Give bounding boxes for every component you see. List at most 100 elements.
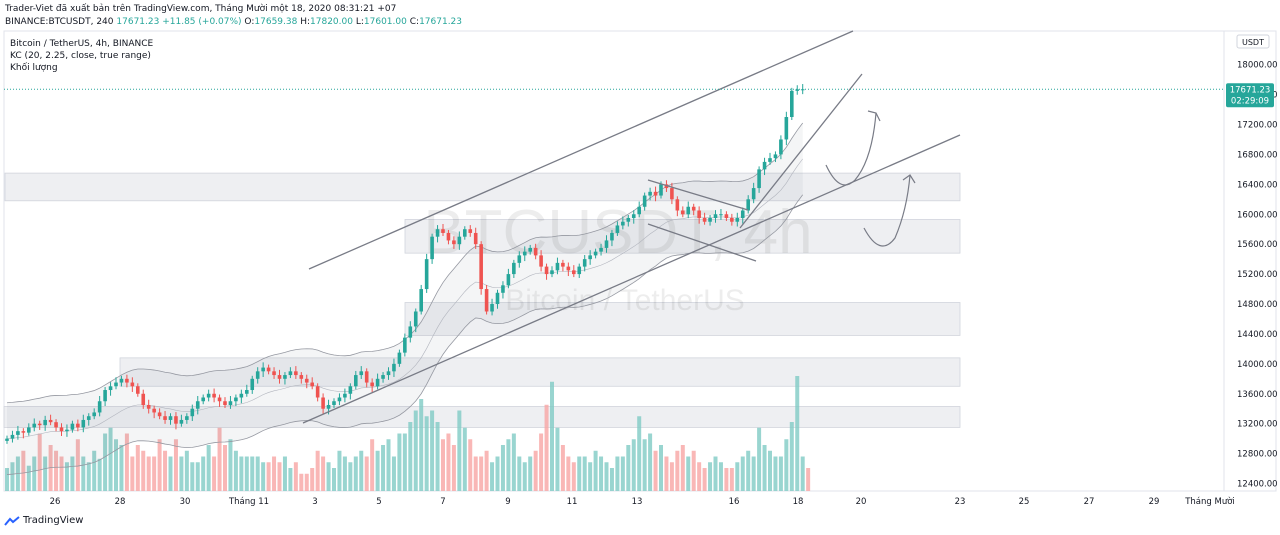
candle-body — [528, 247, 532, 252]
candle-body — [359, 371, 364, 376]
candle-body — [621, 221, 625, 226]
candle-body — [642, 195, 647, 207]
volume-bar — [32, 456, 37, 491]
candle-body — [506, 274, 511, 286]
ohlc-bar: BINANCE:BTCUSDT, 240 17671.23 +11.85 (+0… — [5, 17, 462, 27]
candle-body — [648, 191, 652, 196]
candle-body — [773, 154, 778, 159]
candle-body — [212, 393, 216, 398]
volume-bar — [402, 433, 407, 491]
price-axis: 12400.00 12800.00 13200.00 13600.00 14000.00… — [1237, 61, 1278, 490]
candle-body — [555, 262, 560, 271]
candle-body — [125, 378, 129, 383]
volume-bar — [615, 456, 620, 491]
high-label: H: — [300, 17, 311, 27]
volume-bar — [201, 456, 206, 491]
volume-bar — [506, 439, 511, 491]
last-price: 17671.23 — [116, 17, 160, 27]
volume-bar — [375, 450, 380, 491]
volume-bar — [789, 422, 794, 491]
high-value: 17820.00 — [310, 17, 353, 27]
volume-bar — [348, 462, 353, 491]
candle-body — [724, 214, 729, 218]
volume-bar — [97, 458, 102, 491]
candle-body — [670, 188, 674, 200]
candle-body — [512, 262, 516, 275]
candle-body — [370, 382, 374, 387]
low-label: L: — [355, 17, 364, 27]
candle-body — [141, 393, 146, 405]
candle-body — [746, 199, 750, 211]
candle-body — [81, 419, 86, 428]
price-tick-label: 14400.00 — [1237, 330, 1278, 340]
price-tick-label: 16400.00 — [1237, 180, 1278, 190]
time-tick-label: 13 — [632, 497, 643, 507]
volume-bar — [577, 456, 582, 491]
volume-bar — [430, 410, 435, 491]
projection-arrow-2 — [863, 174, 911, 247]
volume-bar — [282, 456, 287, 491]
candle-body — [631, 214, 636, 218]
time-tick-label: 25 — [1019, 497, 1030, 507]
time-tick-label: 20 — [856, 497, 867, 507]
volume-bar — [659, 445, 663, 491]
volume-bar — [680, 445, 685, 491]
candle-body — [610, 232, 614, 241]
candle-body — [479, 244, 483, 290]
volume-bar — [233, 450, 238, 491]
candle-body — [54, 422, 58, 428]
candle-body — [163, 416, 167, 420]
volume-bar — [304, 473, 309, 491]
support-zone — [3, 406, 961, 428]
volume-bar — [746, 450, 751, 491]
candle-body — [283, 375, 287, 379]
candle-body — [48, 419, 53, 423]
footer[interactable]: TradingView — [4, 515, 83, 526]
candle-body — [86, 416, 91, 420]
candle-body — [599, 247, 603, 252]
volume-bar — [141, 450, 146, 491]
candle-body — [468, 229, 473, 233]
candle-body — [604, 240, 609, 248]
volume-bar — [708, 462, 713, 491]
volume-bar — [173, 439, 178, 491]
symbol-label: BINANCE:BTCUSDT, 240 — [5, 17, 114, 27]
volume-bar — [244, 456, 249, 491]
candle-body — [97, 401, 102, 413]
candle-body — [430, 236, 434, 260]
volume-bar — [288, 468, 293, 491]
kc-lower — [6, 194, 804, 475]
candle-body — [501, 285, 505, 293]
legend-title: Bitcoin / TetherUS, 4h, BINANCE — [10, 39, 154, 49]
close-label: C: — [409, 17, 420, 27]
volume-bar — [152, 456, 157, 491]
projection-arrows — [825, 110, 916, 247]
volume-bar — [806, 468, 811, 491]
volume-bar — [800, 456, 805, 491]
candle-body — [615, 225, 620, 233]
candle-body — [740, 210, 745, 218]
candle-body — [130, 382, 135, 387]
candle-body — [217, 397, 222, 402]
currency-button[interactable]: USDT — [1236, 34, 1270, 49]
close-value: 17671.23 — [419, 17, 463, 27]
volume-bar — [626, 445, 631, 491]
volume-bar — [272, 456, 277, 491]
volume-bar — [130, 456, 135, 491]
candle-body — [435, 229, 440, 237]
candle-body — [686, 206, 691, 215]
volume-bar — [468, 439, 473, 491]
volume-bar — [179, 456, 184, 491]
open-label: O: — [244, 17, 255, 27]
candle-body — [70, 423, 75, 430]
candle-body — [675, 199, 680, 211]
candle-body — [59, 427, 64, 432]
last-price-badge — [1226, 83, 1274, 108]
candle-body — [582, 259, 587, 267]
volume-bar — [413, 410, 418, 491]
volume-bar — [691, 450, 696, 491]
candle-body — [223, 401, 227, 405]
candle-body — [751, 188, 756, 200]
candle-body — [92, 412, 96, 417]
